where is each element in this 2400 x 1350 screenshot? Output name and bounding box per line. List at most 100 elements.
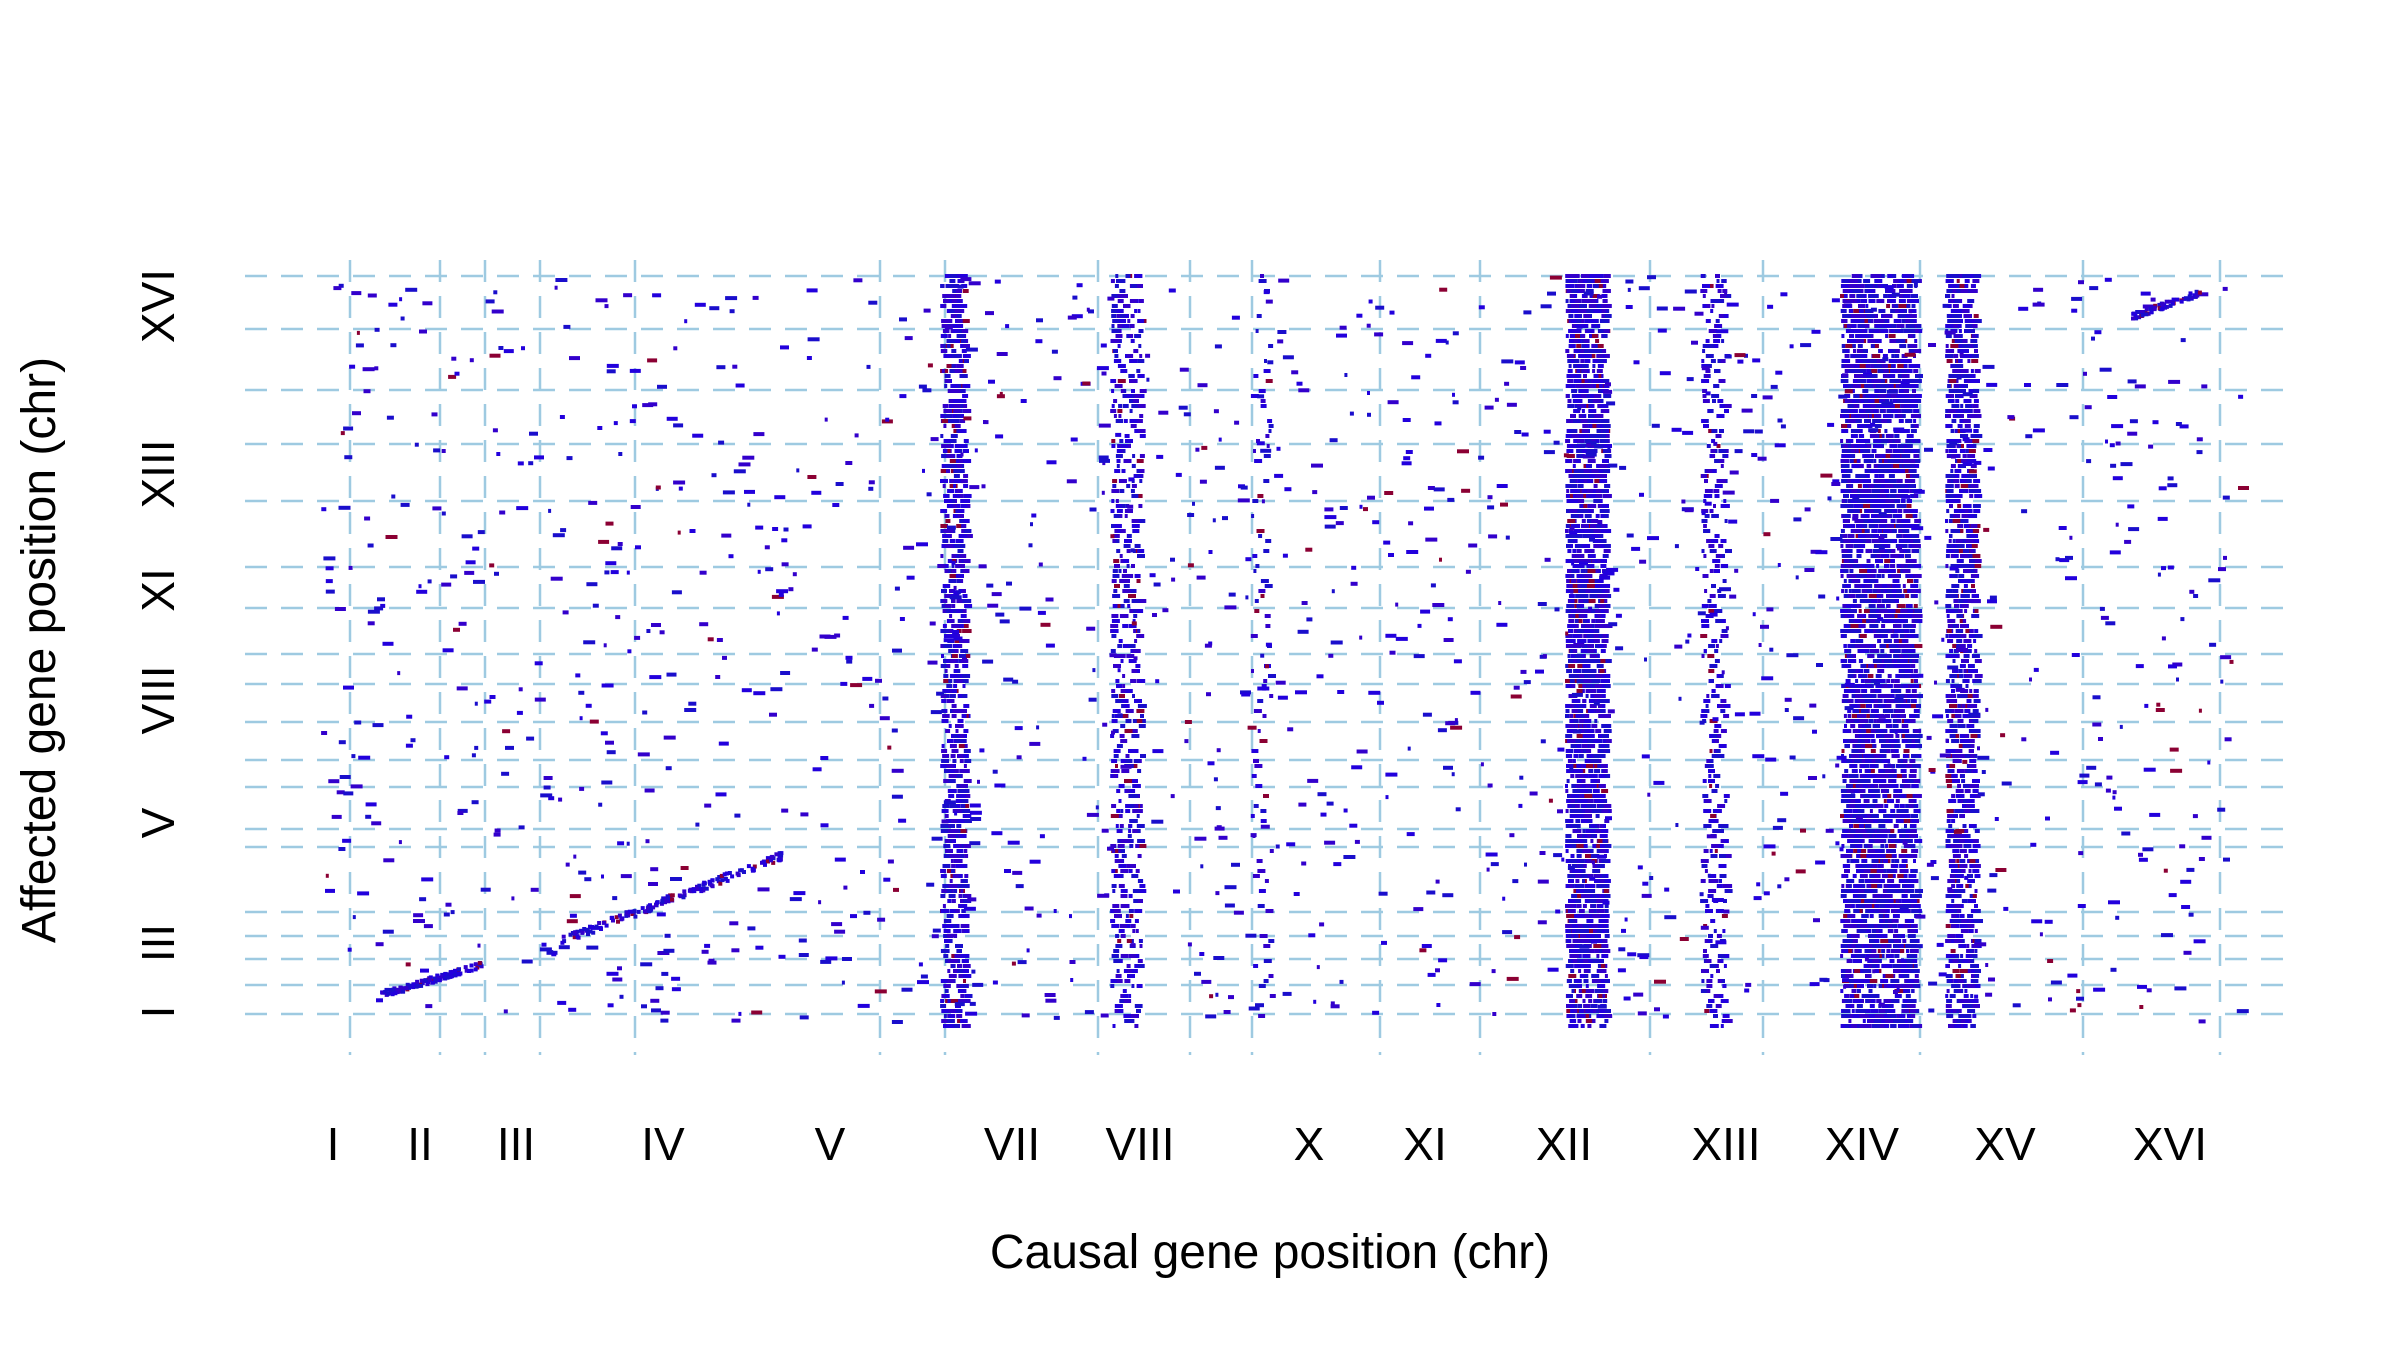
data-point	[948, 1014, 955, 1018]
data-point	[1577, 284, 1586, 288]
data-point	[1129, 419, 1138, 423]
data-point	[1876, 384, 1883, 388]
data-point	[1841, 334, 1845, 338]
data-point	[1843, 284, 1852, 288]
data-point	[1119, 419, 1123, 423]
data-point	[1601, 799, 1608, 803]
data-point	[940, 479, 948, 483]
data-point	[1841, 284, 1846, 288]
data-point	[942, 804, 950, 808]
data-point	[1580, 449, 1587, 453]
data-point	[964, 874, 969, 878]
data-point	[1703, 424, 1709, 428]
data-point	[955, 739, 964, 743]
data-point	[1126, 334, 1130, 338]
data-point	[1841, 294, 1848, 298]
data-point	[943, 929, 951, 933]
data-point	[961, 714, 967, 718]
data-point	[1579, 789, 1588, 793]
data-point	[1131, 464, 1136, 468]
data-point	[1876, 404, 1885, 408]
data-point	[956, 949, 962, 953]
data-point	[1581, 544, 1586, 548]
data-point	[1582, 599, 1591, 603]
data-point	[1580, 819, 1589, 823]
data-point	[1565, 589, 1574, 593]
data-point	[1601, 524, 1605, 528]
data-point	[1720, 359, 1726, 363]
data-point	[1137, 669, 1140, 673]
data-point	[1718, 314, 1724, 318]
data-point	[1603, 679, 1610, 683]
data-point	[1577, 499, 1585, 503]
data-point	[963, 764, 967, 768]
data-point	[1870, 344, 1879, 348]
data-point	[1593, 754, 1602, 758]
data-point	[958, 744, 966, 748]
data-point	[957, 544, 966, 548]
data-point	[955, 459, 959, 463]
data-point	[1578, 474, 1587, 478]
data-point	[1857, 399, 1862, 403]
data-point	[1593, 484, 1598, 488]
data-point	[1876, 319, 1885, 323]
data-point	[1131, 484, 1137, 488]
data-point	[1128, 374, 1134, 378]
data-point	[1604, 859, 1609, 863]
data-point	[1117, 814, 1123, 818]
data-point	[1578, 1004, 1582, 1008]
data-point	[1132, 454, 1136, 458]
data-point	[1576, 549, 1582, 553]
data-point	[1603, 359, 1606, 363]
data-point	[948, 649, 957, 653]
data-point	[1111, 489, 1120, 493]
data-point	[944, 384, 948, 388]
data-point	[1600, 544, 1605, 548]
data-point	[1566, 684, 1572, 688]
data-point	[1577, 439, 1585, 443]
data-point	[1584, 354, 1592, 358]
data-point	[948, 974, 957, 978]
data-point	[1594, 604, 1600, 608]
data-point	[951, 539, 956, 543]
data-point	[954, 449, 960, 453]
data-point	[941, 414, 947, 418]
data-point	[1717, 959, 1721, 963]
data-point	[941, 749, 948, 753]
data-point	[1911, 464, 1915, 468]
data-point	[962, 394, 969, 398]
data-point	[1884, 459, 1888, 463]
data-point	[1719, 459, 1725, 463]
data-point	[1589, 759, 1594, 763]
data-point	[1894, 354, 1900, 358]
data-point	[1706, 759, 1712, 763]
data-point	[1568, 629, 1573, 633]
data-point	[1112, 594, 1121, 598]
data-point	[963, 749, 971, 753]
data-point	[1111, 444, 1116, 448]
data-point	[1112, 539, 1119, 543]
data-point	[956, 794, 961, 798]
data-point	[1574, 534, 1581, 538]
data-point	[943, 679, 950, 683]
data-point	[1579, 429, 1583, 433]
data-point	[1598, 969, 1607, 973]
data-point	[1719, 684, 1723, 688]
data-point	[1115, 334, 1123, 338]
data-point	[1565, 609, 1572, 613]
data-point	[1567, 599, 1573, 603]
data-point	[961, 284, 968, 288]
data-point	[1136, 469, 1140, 473]
data-point	[953, 464, 961, 468]
data-point	[1913, 419, 1917, 423]
data-point	[1575, 569, 1580, 573]
data-point	[949, 539, 953, 543]
data-point	[1850, 319, 1855, 323]
data-point	[1708, 934, 1713, 938]
data-point	[963, 899, 972, 903]
data-point	[1137, 359, 1145, 363]
data-point	[1590, 589, 1597, 593]
data-point	[1570, 304, 1579, 308]
data-point	[1594, 524, 1599, 528]
data-point	[1593, 499, 1601, 503]
